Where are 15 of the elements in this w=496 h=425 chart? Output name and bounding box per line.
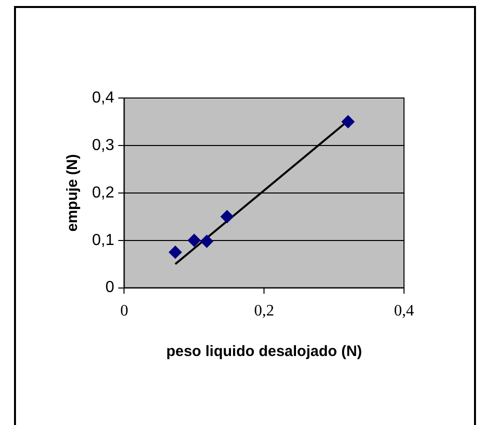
x-tick-label: 0,4 [394, 302, 414, 320]
x-tick-label: 0 [120, 302, 128, 320]
x-tick-label: 0,2 [254, 302, 274, 320]
y-tick-label: 0,4 [92, 89, 114, 106]
point [168, 246, 182, 259]
x-axis-title: peso liquido desalojado (N) [166, 343, 362, 360]
y-tick-label: 0,2 [92, 184, 114, 202]
y-tick-label: 0 [105, 279, 114, 296]
point [342, 115, 355, 128]
y-tick-label: 0,1 [92, 232, 114, 249]
y-axis-title: empuje (N) [64, 154, 82, 232]
point [188, 234, 201, 247]
y-tick-label: 0,3 [92, 136, 114, 154]
point [200, 234, 214, 248]
point [220, 210, 234, 224]
